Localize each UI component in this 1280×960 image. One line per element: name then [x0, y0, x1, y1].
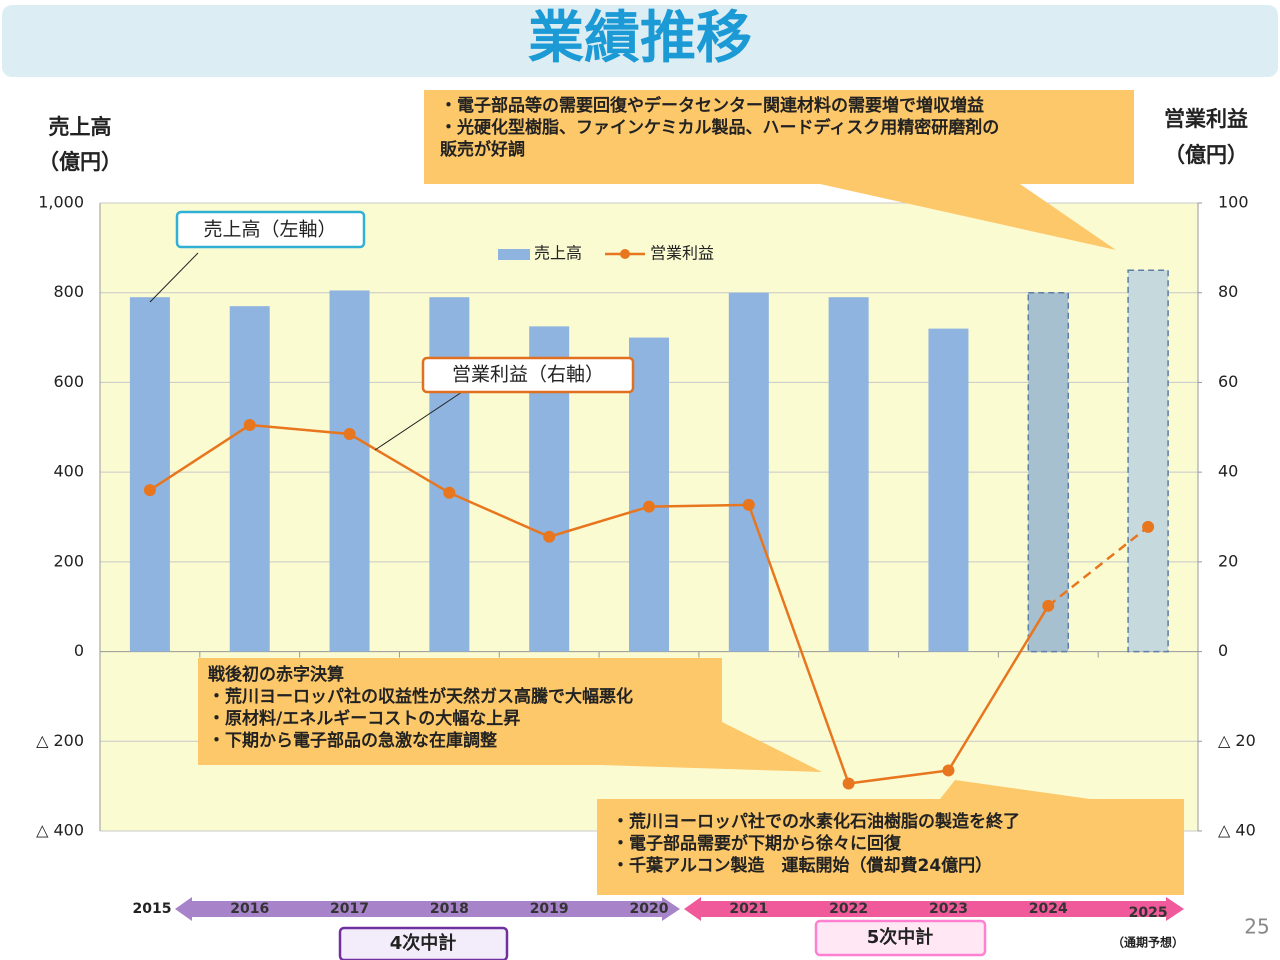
y-tick-label: 400 — [53, 462, 84, 481]
x-tick-label: 2022 — [829, 901, 868, 917]
legend-swatch — [620, 249, 630, 259]
line-marker — [742, 498, 755, 511]
bar — [828, 297, 869, 652]
line — [149, 423, 1050, 785]
annotation-text: ・電子部品等の需要回復やデータセンター関連材料の需要増で増収増益 — [440, 95, 984, 116]
x-tick-label: 2024 — [1029, 901, 1068, 917]
bar — [429, 297, 470, 652]
line-marker — [243, 419, 256, 432]
y2-tick-label: △ 40 — [1218, 821, 1256, 840]
y2-tick-label: 0 — [1218, 641, 1228, 660]
y-tick-label: 800 — [53, 282, 84, 301]
y-tick-label: 200 — [53, 551, 84, 570]
annotation-pointer — [820, 184, 1116, 250]
page-number: 25 — [1244, 915, 1269, 939]
y2-axis-label: （億円） — [1164, 143, 1248, 167]
annotation-text: ・電子部品需要が下期から徐々に回復 — [612, 833, 902, 854]
line-marker — [1042, 599, 1055, 612]
line-marker — [1142, 520, 1155, 533]
y-tick-label: △ 200 — [36, 731, 84, 750]
annotation-box — [597, 799, 1184, 895]
legend-label: 売上高 — [534, 244, 582, 263]
annotation-box — [424, 90, 1134, 184]
forecast-note: （通期予想） — [1112, 935, 1184, 950]
line-marker — [842, 777, 855, 790]
annotation-text: ・光硬化型樹脂、ファインケミカル製品、ハードディスク用精密研磨剤の — [440, 117, 999, 138]
title-band — [2, 5, 1278, 77]
y2-tick-label: 100 — [1218, 193, 1249, 212]
y2-tick-label: 40 — [1218, 462, 1238, 481]
y-tick-label: 1,000 — [38, 193, 84, 212]
line-marker — [343, 428, 356, 441]
callout-label: 売上高（左軸） — [203, 219, 336, 241]
bar — [329, 290, 370, 652]
chart-title: 業績推移 — [528, 6, 752, 71]
bar — [629, 337, 669, 652]
annotation-text: ・荒川ヨーロッパ社での水素化石油樹脂の製造を終了 — [612, 811, 1020, 832]
x-tick-label: 2018 — [430, 901, 469, 917]
annotation-box — [198, 658, 722, 765]
y-tick-label: 600 — [53, 372, 84, 391]
bar — [928, 328, 969, 652]
period-arrow — [684, 897, 1184, 921]
annotation-text: ・千葉アルコン製造 運転開始（償却費24億円） — [612, 855, 992, 876]
y2-axis-label: 営業利益 — [1164, 107, 1248, 131]
y2-tick-label: 60 — [1218, 372, 1238, 391]
line-marker — [443, 486, 456, 499]
y-axis-label: 売上高 — [49, 115, 112, 139]
x-tick-label: 2025 — [1129, 905, 1168, 921]
annotation-text: 販売が好調 — [440, 139, 525, 160]
x-tick-label: 2023 — [929, 901, 968, 917]
callout-box — [175, 210, 366, 249]
bar — [1027, 291, 1070, 653]
x-tick-label: 2017 — [330, 901, 369, 917]
y-axis-label: （億円） — [38, 150, 122, 174]
annotation-text: ・荒川ヨーロッパ社の収益性が天然ガス高騰で大幅悪化 — [208, 686, 633, 707]
bar — [229, 306, 270, 652]
x-tick-label: 2016 — [230, 901, 269, 917]
annotation-text: ・下期から電子部品の急激な在庫調整 — [208, 730, 497, 751]
annotation-text: 戦後初の赤字決算 — [208, 664, 344, 685]
legend-label: 営業利益 — [650, 244, 714, 263]
period-label: 5次中計 — [867, 926, 934, 948]
annotation-text: ・原材料/エネルギーコストの大幅な上昇 — [208, 708, 520, 729]
period-label: 4次中計 — [390, 932, 457, 954]
x-tick-label: 2020 — [630, 901, 669, 917]
line-marker — [942, 764, 955, 777]
callout-box — [421, 356, 635, 394]
callout-leader — [374, 391, 463, 451]
period-box — [814, 919, 987, 957]
y2-tick-label: △ 20 — [1218, 731, 1256, 750]
line-marker — [643, 500, 655, 513]
x-tick-label: 2015 — [133, 901, 172, 917]
callout-leader — [149, 252, 199, 303]
bar — [728, 292, 769, 652]
line-marker — [543, 530, 556, 543]
annotation-pointer — [940, 780, 1090, 799]
callout-label: 営業利益（右軸） — [452, 364, 604, 386]
bar — [129, 297, 170, 652]
legend-swatch — [498, 249, 530, 260]
x-tick-label: 2021 — [729, 901, 768, 917]
y-tick-label: △ 400 — [36, 821, 84, 840]
x-tick-label: 2019 — [530, 901, 569, 917]
period-arrow — [175, 897, 680, 921]
y-tick-label: 0 — [74, 641, 84, 660]
bar — [1127, 269, 1169, 653]
line-marker — [143, 484, 156, 497]
period-box — [338, 926, 509, 960]
y2-tick-label: 80 — [1218, 282, 1238, 301]
line — [1047, 525, 1149, 607]
y2-tick-label: 20 — [1218, 551, 1238, 570]
